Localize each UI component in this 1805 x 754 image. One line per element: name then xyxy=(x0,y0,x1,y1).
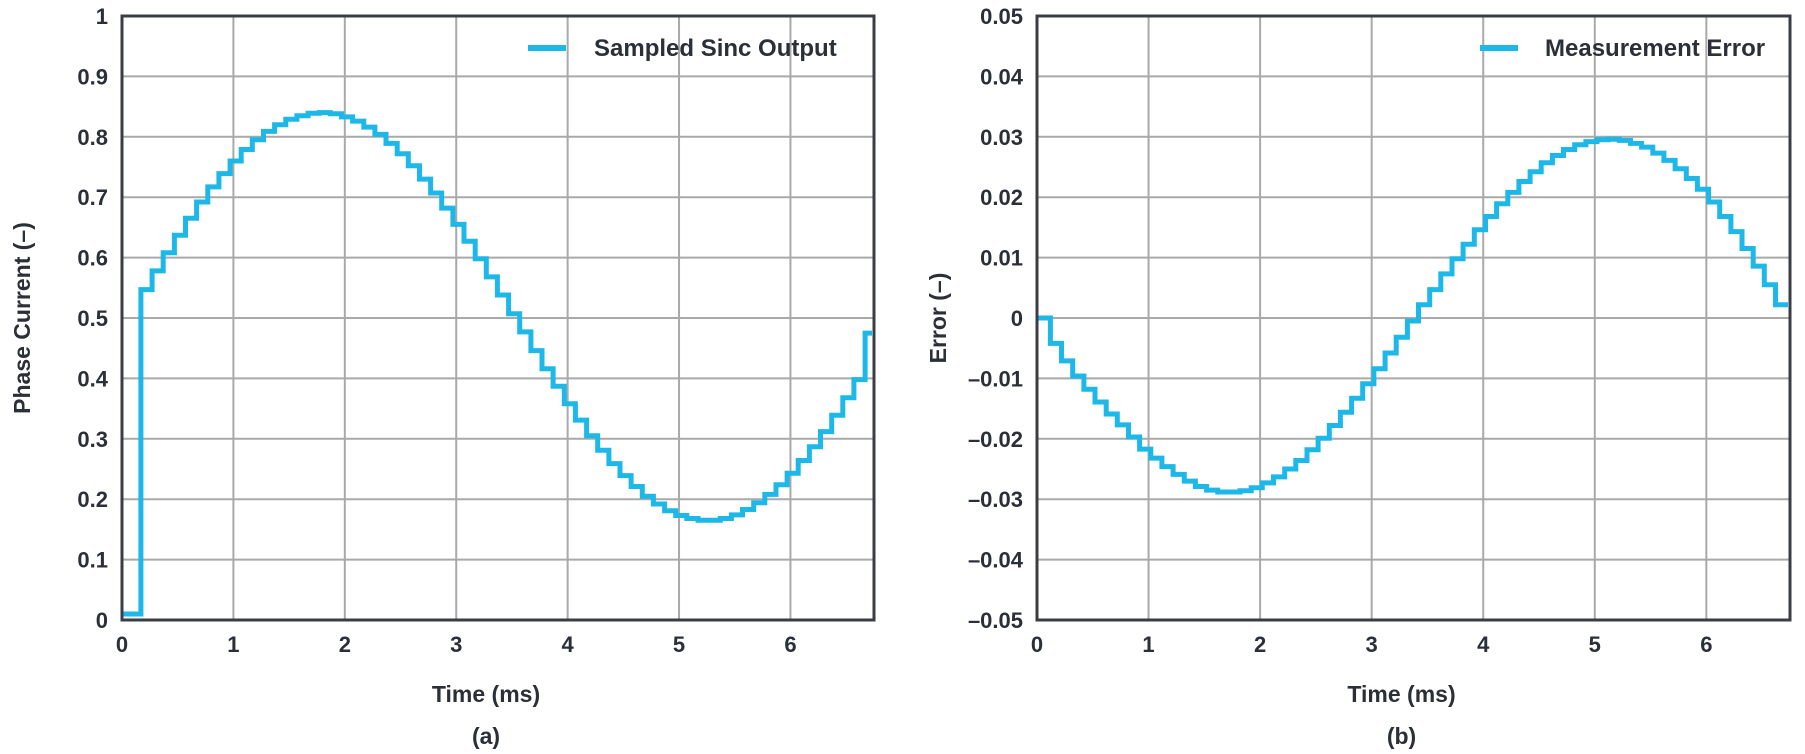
y-tick-label: 0.02 xyxy=(980,185,1023,210)
y-tick-label: –0.03 xyxy=(968,487,1023,512)
y-tick-label: –0.02 xyxy=(968,427,1023,452)
y-tick-label: 0.5 xyxy=(77,306,108,331)
x-tick-label: 4 xyxy=(1477,632,1490,657)
y-tick-label: 0.8 xyxy=(77,125,108,150)
y-tick-label: 0.4 xyxy=(77,366,108,391)
y-axis-title: Phase Current (–) xyxy=(9,222,35,414)
chart-a: Sampled Sinc Output 0 1 2 3 4 5 6 0 0.1 0.2 0.3 0.4 0… xyxy=(9,4,876,749)
plot-frame xyxy=(1035,14,1792,622)
x-tick-label: 0 xyxy=(116,632,128,657)
y-tick-label: 1 xyxy=(96,4,108,29)
y-tick-label: 0 xyxy=(1011,306,1023,331)
subfigure-caption: (a) xyxy=(472,723,500,749)
y-tick-label: 0.1 xyxy=(77,548,108,573)
x-tick-label: 3 xyxy=(450,632,462,657)
x-axis-title: Time (ms) xyxy=(1347,681,1455,707)
y-tick-label: 0.7 xyxy=(77,185,108,210)
x-tick-label: 2 xyxy=(339,632,351,657)
chart-b: Measurement Error 0 1 2 3 4 5 6 –0.05 –0.04 –0.03 –… xyxy=(925,4,1792,749)
y-tick-label: 0.3 xyxy=(77,427,108,452)
x-tick-label: 5 xyxy=(673,632,685,657)
x-tick-label: 6 xyxy=(1700,632,1712,657)
series-line-measurement-error xyxy=(1037,136,1788,495)
y-tick-label: 0.01 xyxy=(980,246,1023,271)
y-tick-label: 0.03 xyxy=(980,125,1023,150)
y-tick-label: 0 xyxy=(96,608,108,633)
subfigure-caption: (b) xyxy=(1387,723,1416,749)
legend-label: Sampled Sinc Output xyxy=(594,35,837,62)
x-tick-label: 1 xyxy=(1142,632,1154,657)
y-tick-label: 0.6 xyxy=(77,246,108,271)
plot-frame xyxy=(120,14,876,622)
x-tick-label: 5 xyxy=(1589,632,1601,657)
x-tick-label: 0 xyxy=(1031,632,1043,657)
y-tick-label: 0.05 xyxy=(980,4,1023,29)
legend-label: Measurement Error xyxy=(1545,35,1765,62)
y-tick-label: 0.9 xyxy=(77,64,108,89)
y-tick-label: –0.01 xyxy=(968,366,1023,391)
y-axis-title: Error (–) xyxy=(925,273,951,364)
y-tick-label: 0.04 xyxy=(980,64,1024,89)
series-line-sampled-sinc-output xyxy=(122,110,872,617)
y-tick-label: –0.05 xyxy=(968,608,1023,633)
y-tick-label: 0.2 xyxy=(77,487,108,512)
x-tick-label: 2 xyxy=(1254,632,1266,657)
y-tick-label: –0.04 xyxy=(968,548,1024,573)
x-tick-label: 3 xyxy=(1366,632,1378,657)
x-axis-title: Time (ms) xyxy=(432,681,540,707)
x-tick-label: 4 xyxy=(562,632,575,657)
x-tick-label: 6 xyxy=(784,632,796,657)
x-tick-label: 1 xyxy=(227,632,239,657)
